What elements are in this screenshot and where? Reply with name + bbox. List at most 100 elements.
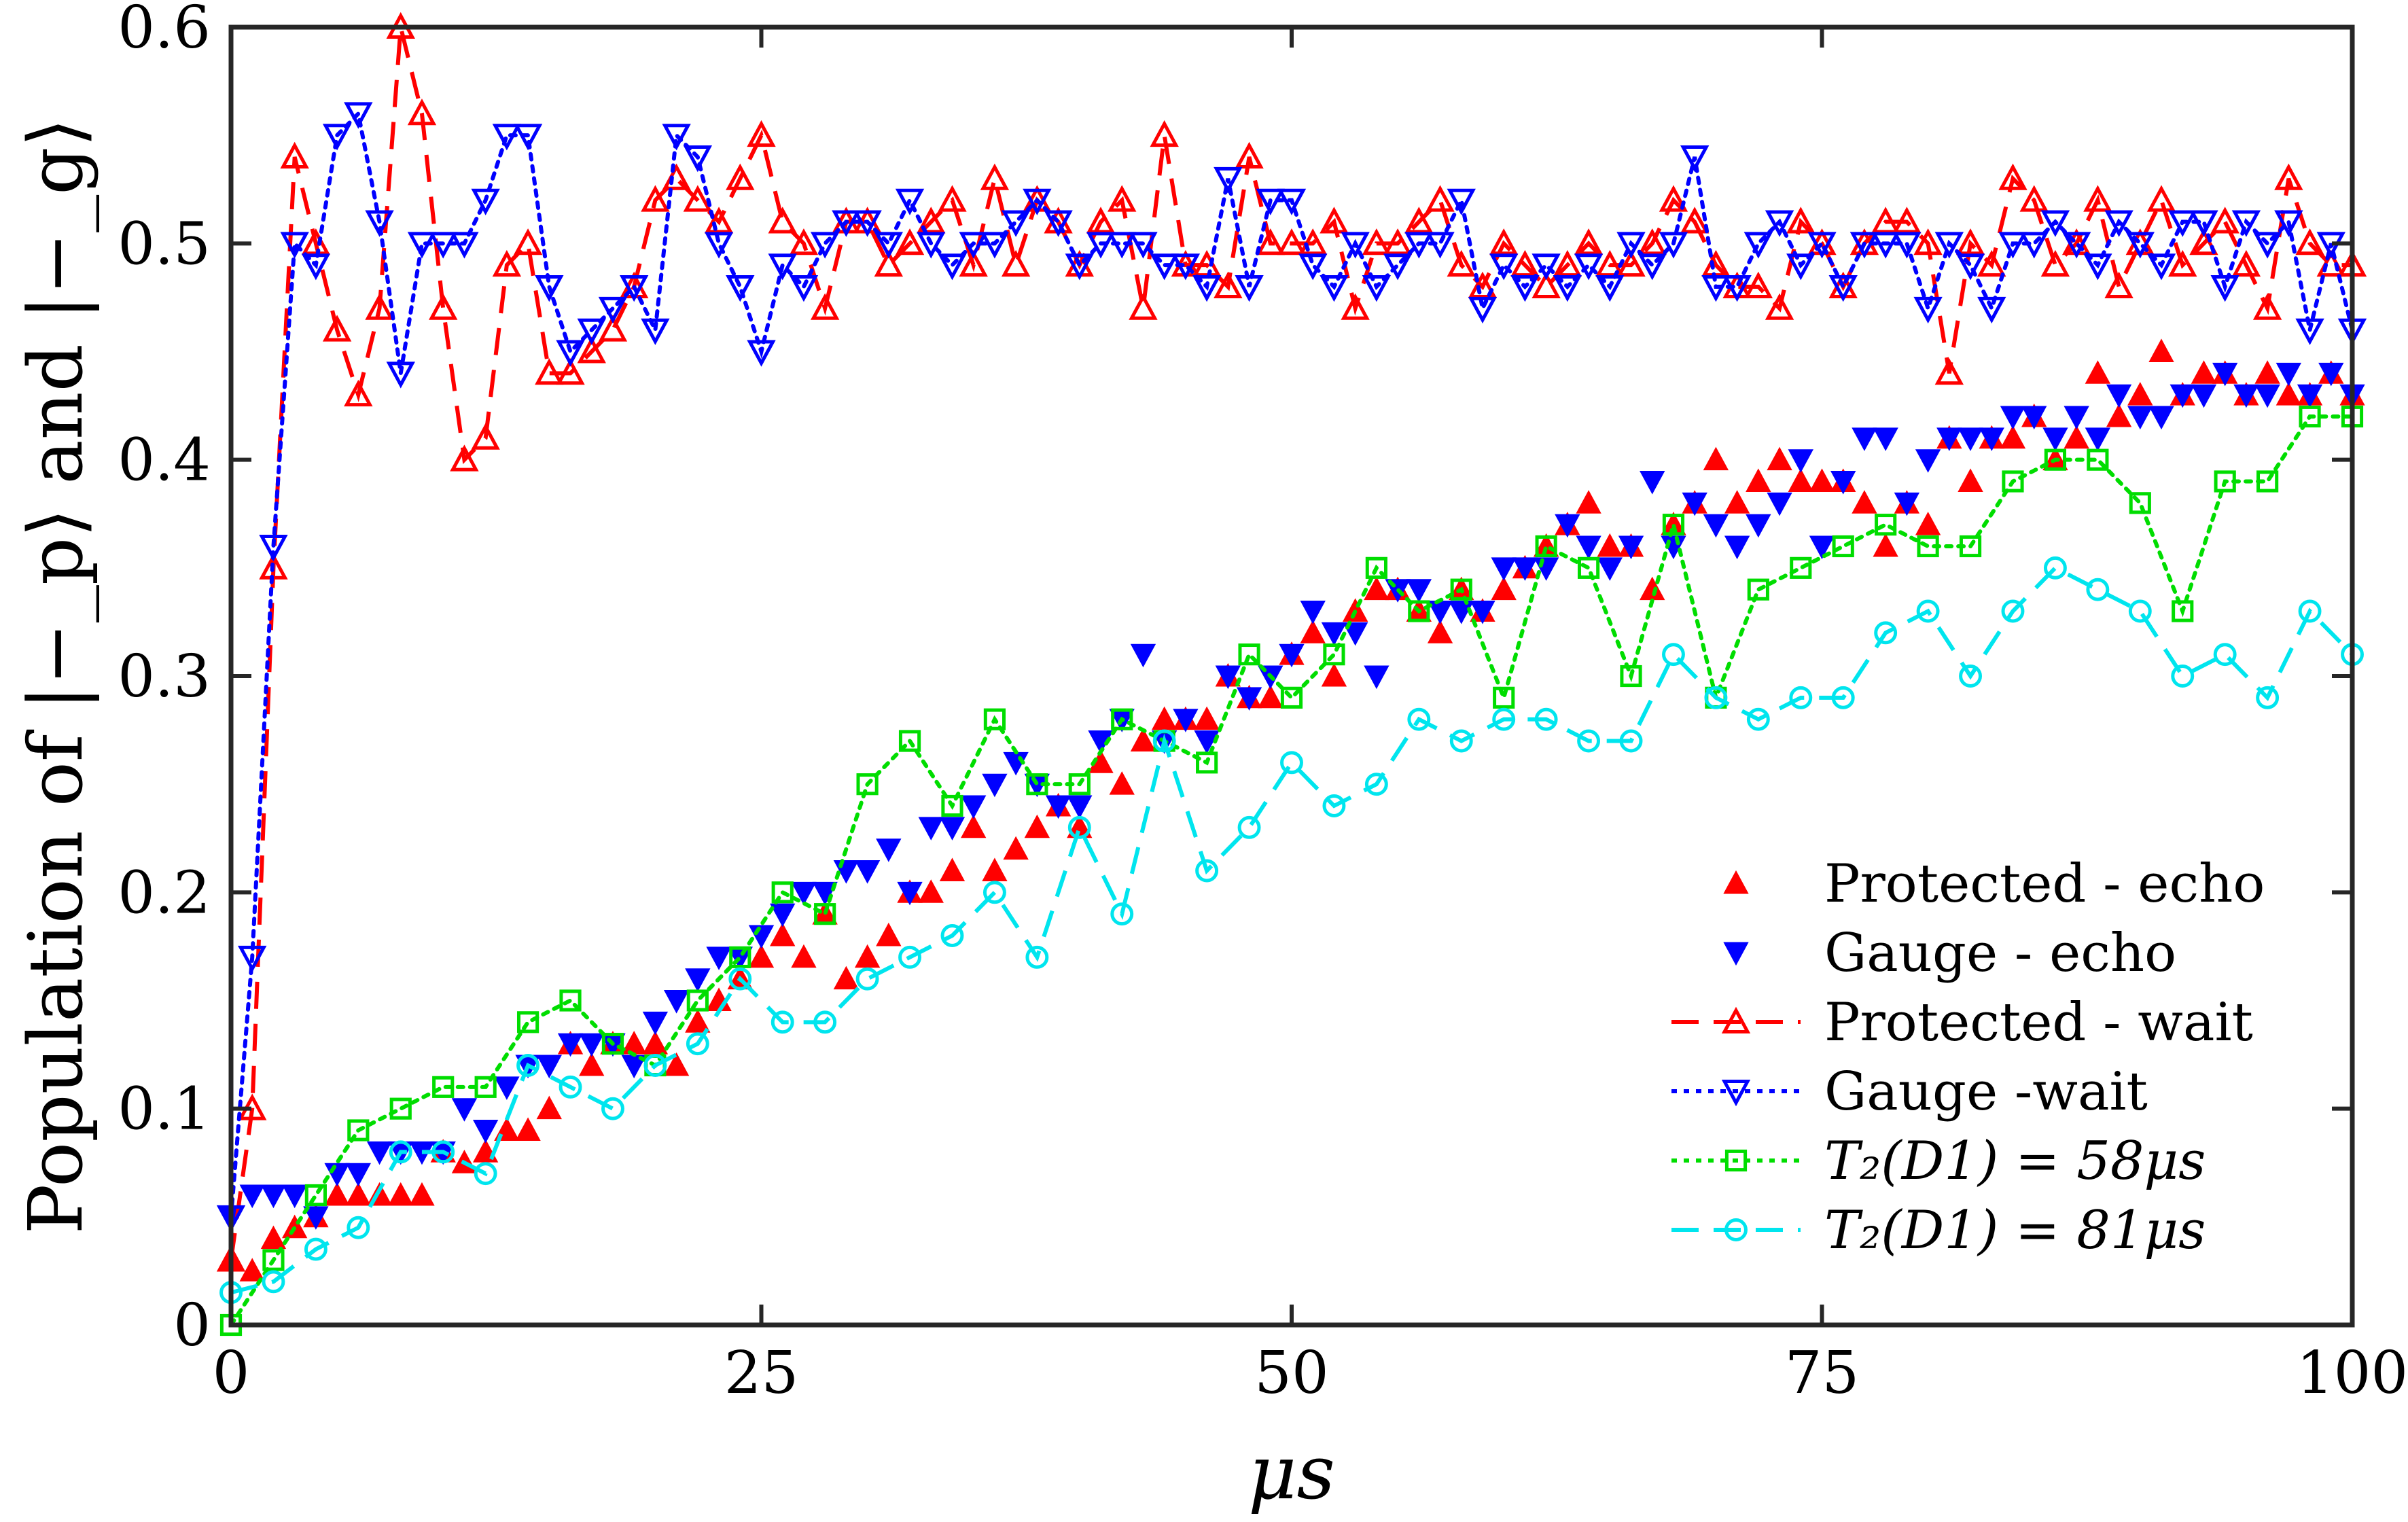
data-point — [729, 946, 751, 968]
data-point — [1086, 207, 1116, 234]
y-tick-label: 0.2 — [118, 859, 211, 927]
data-point — [2298, 599, 2322, 623]
legend-entry-gauge-wait: Gauge -wait — [1671, 1061, 2148, 1122]
data-point — [814, 903, 836, 925]
data-point — [1934, 232, 1964, 259]
series-t-d1-81-s — [219, 556, 2364, 1305]
data-point — [685, 968, 711, 992]
data-point — [2019, 185, 2049, 212]
data-point — [429, 232, 458, 259]
data-point — [1171, 253, 1201, 281]
data-point — [1722, 275, 1752, 302]
data-point — [1555, 514, 1580, 538]
data-point — [516, 1011, 539, 1033]
data-point — [855, 967, 879, 991]
data-point — [1362, 275, 1392, 302]
data-point — [1576, 535, 1601, 560]
data-point — [938, 253, 967, 281]
data-point — [1703, 514, 1729, 538]
data-point — [262, 1270, 285, 1294]
data-point — [2210, 275, 2239, 302]
data-point — [450, 444, 479, 472]
data-point — [2043, 556, 2067, 580]
data-point — [2106, 384, 2132, 408]
data-point — [2233, 384, 2259, 408]
data-point — [1493, 686, 1515, 709]
data-point — [1659, 185, 1688, 212]
data-point — [260, 1184, 287, 1209]
data-point — [728, 967, 752, 991]
data-point — [1426, 185, 1455, 212]
data-point — [812, 881, 838, 906]
data-point — [1788, 468, 1813, 492]
data-point — [768, 253, 797, 281]
data-point — [1492, 707, 1516, 731]
data-point — [1214, 271, 1243, 298]
data-point — [2299, 405, 2321, 428]
data-point — [1619, 729, 1643, 753]
data-point — [1913, 296, 1943, 324]
data-point — [2106, 403, 2132, 427]
data-point — [1724, 535, 1750, 560]
data-point — [2083, 185, 2112, 212]
y-tick-label: 0 — [173, 1292, 211, 1360]
data-point — [686, 989, 709, 1012]
data-point — [1152, 729, 1176, 753]
data-point — [726, 275, 755, 302]
data-point — [301, 253, 331, 281]
data-point — [577, 336, 606, 364]
data-point — [365, 210, 394, 237]
series-line-protected-wait — [229, 26, 2352, 1260]
data-point — [1662, 643, 1685, 667]
data-point — [1595, 249, 1625, 277]
data-point — [813, 1010, 837, 1034]
data-point — [2252, 232, 2282, 259]
data-point — [663, 990, 690, 1014]
data-point — [1468, 296, 1498, 324]
data-point — [1531, 271, 1561, 298]
data-point — [1300, 620, 1326, 643]
data-point — [2000, 425, 2026, 449]
data-point — [577, 318, 606, 345]
y-axis-title: Population of |−_p⟩ and |−_g⟩ — [12, 118, 99, 1234]
data-point — [1129, 232, 1158, 259]
data-point — [1576, 490, 1601, 514]
data-point — [810, 232, 840, 259]
data-point — [1277, 188, 1307, 215]
legend-entry-protected-wait: Protected - wait — [1671, 992, 2253, 1053]
data-point — [515, 1117, 541, 1141]
data-point — [513, 228, 543, 255]
data-point — [2210, 207, 2239, 234]
series-t-d1-58-s — [219, 405, 2364, 1337]
data-point — [2021, 406, 2047, 430]
data-point — [322, 315, 352, 342]
data-point — [940, 924, 964, 947]
data-point — [1830, 471, 1856, 495]
data-point — [1620, 665, 1642, 688]
data-point — [303, 1206, 329, 1230]
y-tick-label: 0.6 — [118, 0, 211, 62]
data-point — [917, 207, 946, 234]
data-point — [771, 1010, 794, 1034]
data-point — [1746, 468, 1771, 492]
data-point — [2189, 228, 2218, 255]
data-point — [1786, 253, 1816, 281]
data-point — [536, 1055, 562, 1079]
axes-layer: 0 25 50 75 100 0 0.1 0.2 0.3 0.4 0.5 0.6 μs Populatio… — [12, 0, 2408, 1516]
data-point — [1408, 600, 1430, 622]
data-point — [1173, 709, 1199, 732]
data-point — [810, 293, 840, 320]
data-point — [601, 1097, 624, 1120]
series-line-t-d1-81-s — [230, 565, 2354, 1295]
data-point — [726, 163, 755, 190]
data-point — [2256, 686, 2280, 709]
data-point — [1977, 249, 2006, 277]
data-point — [559, 989, 582, 1012]
legend-label: T₂(D1) = 58μs — [1824, 1131, 2206, 1192]
data-point — [2125, 232, 2155, 259]
x-tick-label: 75 — [1785, 1339, 1859, 1407]
data-point — [389, 1097, 412, 1120]
data-point — [1065, 253, 1094, 281]
data-point — [2295, 228, 2324, 255]
